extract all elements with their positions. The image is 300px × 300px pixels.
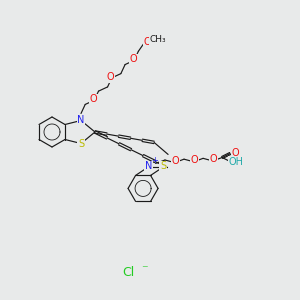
Text: S: S <box>160 161 166 171</box>
Text: O: O <box>107 72 115 82</box>
Text: O: O <box>144 37 151 47</box>
Text: O: O <box>191 155 199 165</box>
Text: S: S <box>78 139 84 149</box>
Text: O: O <box>231 148 239 158</box>
Text: O: O <box>129 54 137 64</box>
Text: OH: OH <box>229 157 244 166</box>
Text: +: + <box>151 156 158 165</box>
Text: O: O <box>89 94 97 104</box>
Text: O: O <box>172 156 179 166</box>
Text: N: N <box>77 115 85 125</box>
Text: ⁻: ⁻ <box>141 263 147 277</box>
Text: O: O <box>210 154 218 164</box>
Text: N: N <box>145 161 152 171</box>
Text: CH₃: CH₃ <box>149 35 166 44</box>
Text: Cl: Cl <box>122 266 134 278</box>
